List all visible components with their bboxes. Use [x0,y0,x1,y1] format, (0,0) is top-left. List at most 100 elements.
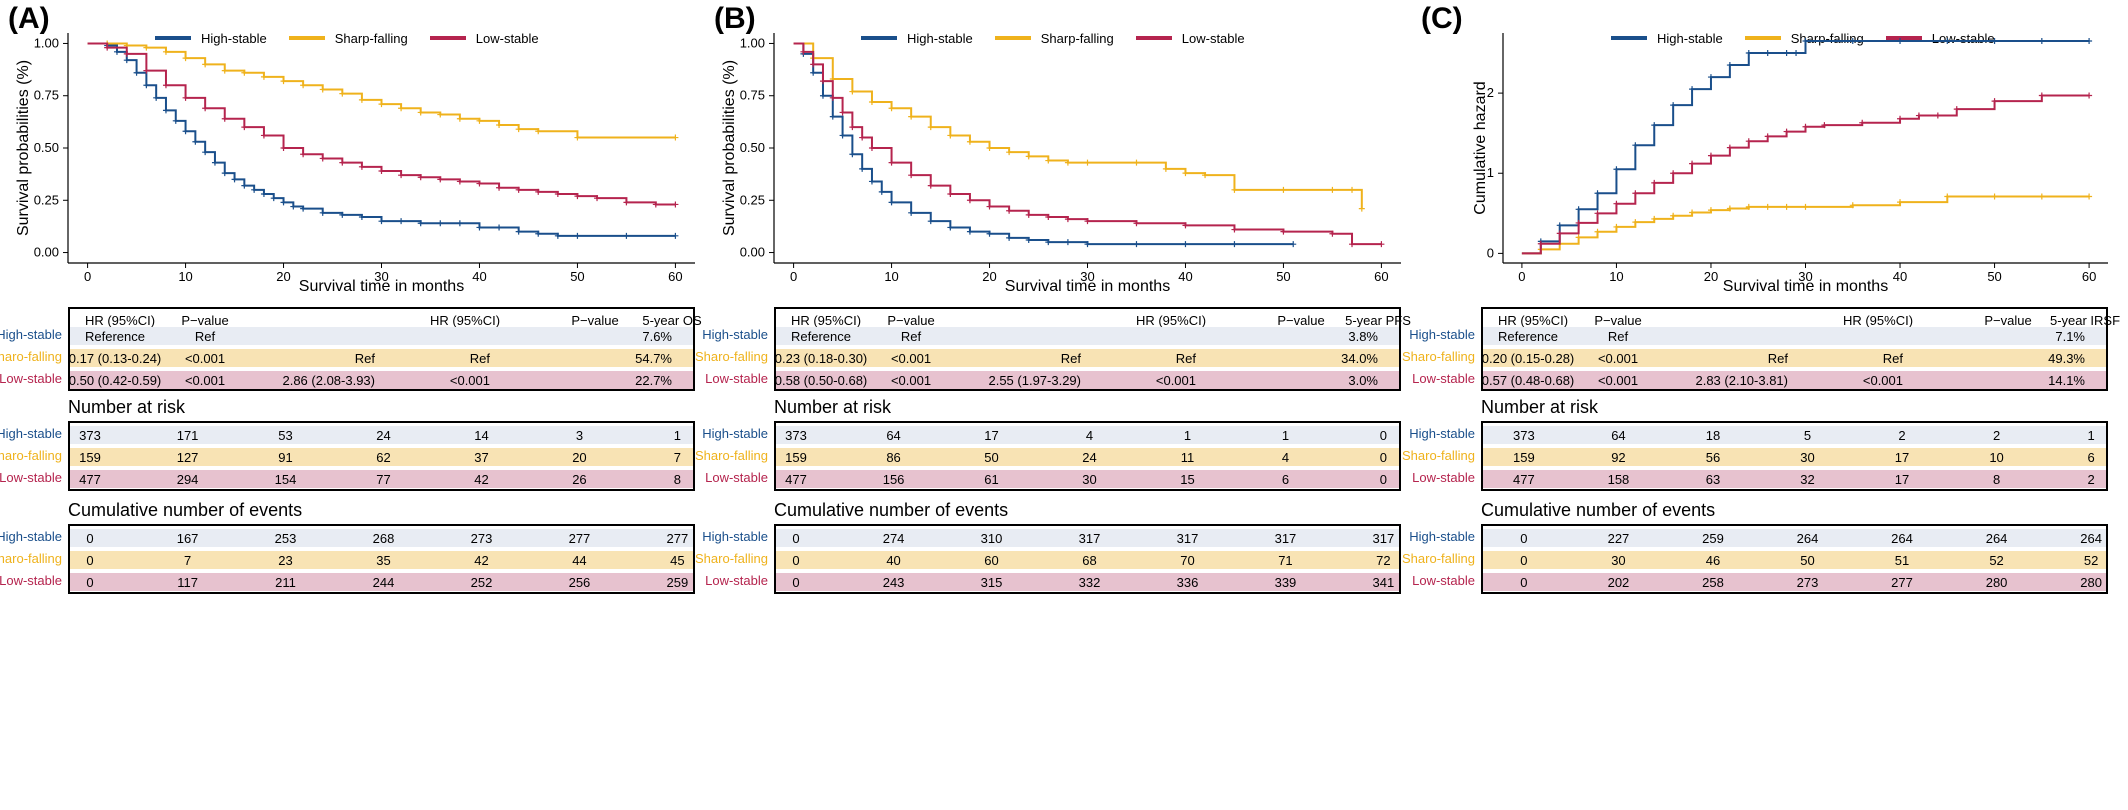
table-row-band [1483,551,2106,569]
hr-table-header: HR (95%CI) [1842,313,1914,328]
censor-mark [300,151,307,158]
risk-cell: 159 [79,450,101,465]
events-cell: 0 [1520,553,1528,568]
censor-mark [1944,193,1951,200]
risk-table: 373 171 53 24 14 3 1 159 127 91 62 37 20 7 477 294 154 77… [68,421,695,491]
table-row-band [776,349,1399,367]
censor-mark [849,88,856,95]
y-tick-label: 0.50 [34,140,59,155]
events-cell: 268 [372,531,395,546]
table-cell: 54.7% [635,351,672,366]
events-cell: 264 [2080,531,2102,546]
censor-mark [1329,186,1336,193]
table-row-band [776,573,1399,591]
events-cell: 0 [86,553,94,568]
risk-cell: 37 [474,450,489,465]
table-row-band [1483,371,2106,389]
censor-mark [260,191,267,197]
row-label: High-stable [0,529,62,544]
censor-mark [908,209,915,216]
censor-mark [829,113,836,120]
risk-cell: 294 [176,472,199,487]
censor-mark [1575,234,1582,241]
events-cell: 46 [1705,553,1721,568]
table-row-band [1483,327,2106,345]
censor-mark [1726,62,1733,69]
events-cell: 310 [980,531,1003,546]
censor-mark [1064,216,1071,223]
risk-cell: 2 [1992,428,2001,443]
censor-mark [378,101,385,108]
censor-mark [1849,38,1856,45]
censor-mark [1764,50,1771,57]
censor-mark [1133,159,1140,166]
censor-mark [1025,211,1032,218]
row-label: Low-stable [705,573,768,588]
legend-label: Low-stable [475,30,539,46]
censor-mark [241,182,248,189]
x-tick-label: 60 [2082,269,2096,284]
table-cell: <0.001 [1862,373,1903,388]
censor-mark [1802,203,1809,210]
censor-mark [1594,190,1601,197]
table-cell: 0.57 (0.48-0.68) [1481,373,1575,388]
censor-mark [2086,193,2093,200]
censor-mark [1025,237,1032,243]
risk-cell: 159 [1513,450,1535,465]
legend-item: Low-stable [1135,31,1245,46]
row-label: High-stable [0,426,62,441]
censor-mark [2038,38,2045,45]
risk-cell: 4 [1085,428,1094,443]
censor-mark [574,232,581,239]
censor-mark [270,195,277,202]
censor-mark [133,69,140,76]
censor-mark [1575,206,1582,213]
table-row-band [70,551,693,569]
events-cell: 45 [670,553,685,568]
censor-mark [1632,142,1639,149]
plot-area: 0 10 20 30 40 50 60 0.00 0.25 0.50 0.75 1.00 [740,33,1401,284]
events-title: Cumulative number of events [774,500,1009,520]
x-tick-label: 20 [1704,269,1718,284]
hr-table-header: P−value [1594,313,1642,328]
hr-table: HR (95%CI) P−value HR (95%CI) P−value 5-year… [774,307,1411,391]
risk-cell: 77 [376,472,391,487]
censor-mark [496,224,503,231]
censor-mark [819,92,826,99]
censor-mark [1651,122,1658,129]
risk-cell: 159 [785,450,807,465]
censor-mark [339,159,346,166]
censor-mark [594,195,601,202]
censor-mark [1793,50,1800,57]
events-cell: 71 [1278,553,1293,568]
events-cell: 277 [1891,575,1913,590]
table-row-band [1483,448,2106,466]
events-cell: 202 [1607,575,1630,590]
row-label: Low-stable [705,470,768,485]
events-cell: 317 [1078,531,1101,546]
table-row-band [1483,529,2106,547]
censor-mark [672,232,679,239]
risk-cell: 7 [673,450,682,465]
risk-cell: 4 [1281,450,1290,465]
hr-table-header: P−value [181,313,229,328]
risk-cell: 6 [1281,472,1290,487]
censor-mark [672,201,679,208]
censor-mark [182,128,189,135]
censor-mark [192,138,199,145]
censor-mark [908,113,915,120]
risk-cell: 373 [1513,428,1535,443]
censor-mark [1182,222,1189,229]
x-tick-label: 10 [1609,269,1623,284]
y-tick-label: 0.50 [740,140,765,155]
events-cell: 70 [1180,553,1195,568]
censor-mark [1045,239,1052,246]
row-label: Sharo-falling [0,448,62,463]
table-cell: <0.001 [890,351,932,366]
table-row-band [776,470,1399,488]
censor-mark [1897,115,1904,122]
row-label: High-stable [1409,327,1475,342]
risk-cell: 26 [572,472,587,487]
legend-swatch [1135,36,1172,40]
x-tick-label: 0 [1518,269,1525,284]
